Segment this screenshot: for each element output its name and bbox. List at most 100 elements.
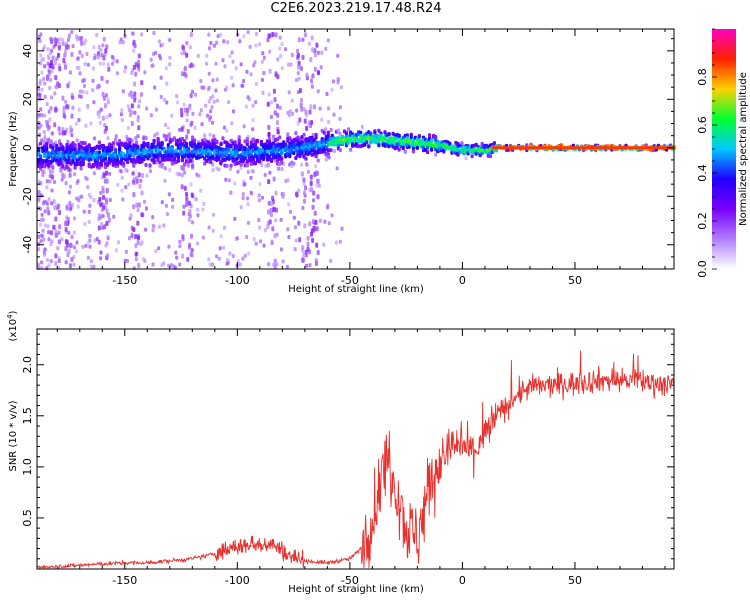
spectrogram-cell (338, 148, 342, 153)
spectrogram-cell (40, 87, 44, 92)
spectrogram-cell (336, 128, 340, 133)
spectrogram-cell (260, 77, 264, 82)
spectrogram-cell (106, 235, 110, 241)
spectrogram-cell (280, 42, 284, 47)
spectrogram-cell (332, 112, 336, 117)
spectrogram-cell (140, 190, 144, 196)
spectrogram-cell (488, 154, 492, 159)
spectrogram-cell (309, 181, 313, 187)
spectrogram-cell (133, 91, 137, 97)
spectrogram-cell (122, 161, 126, 166)
x-tick-label: -100 (225, 274, 250, 287)
spectrogram-cell (430, 139, 434, 143)
spectrogram-cell (105, 115, 109, 119)
spectrogram-cell (71, 95, 75, 100)
spectrogram-cell (235, 156, 239, 161)
spectrogram-cell (86, 240, 90, 245)
spectrogram-cell (273, 258, 277, 264)
spectrogram-cell (71, 105, 75, 110)
spectrogram-cell (241, 192, 245, 197)
spectrogram-cell (297, 220, 301, 226)
spectrogram-cell (205, 53, 209, 58)
snr-frame (36, 328, 675, 570)
spectrogram-cell (50, 95, 53, 100)
spectrogram-cell (152, 140, 156, 144)
spectrogram-cell (114, 134, 118, 139)
spectrogram-cell (137, 104, 141, 109)
colorbar-label: Normalized spectral amplitude (738, 72, 749, 226)
spectrogram-cell (105, 79, 109, 84)
spectrogram-cell (294, 131, 298, 136)
spectrogram-cell (137, 235, 141, 241)
spectrogram-cell (105, 221, 109, 226)
spectrogram-cell (89, 121, 93, 126)
spectrogram-cell (409, 135, 413, 139)
spectrogram-cell (227, 178, 231, 183)
spectrogram-cell (48, 117, 52, 122)
spectrogram-cell (77, 94, 81, 99)
spectrogram-cell (434, 134, 438, 139)
spectrogram-cell (217, 167, 221, 172)
spectrogram-cell (196, 207, 200, 212)
spectrogram-cell (278, 135, 282, 140)
spectrogram-cell (111, 61, 114, 66)
spectrogram-cell (89, 259, 93, 264)
spectrogram-cell (131, 179, 135, 185)
snr-y-scale-label: (x104) (6, 310, 19, 341)
spectrogram-cell (209, 160, 213, 164)
spectrogram-cell (286, 227, 290, 232)
spectrogram-cell (134, 243, 138, 249)
spectrogram-cell (55, 56, 59, 61)
spectrogram-cell (73, 165, 77, 170)
spectrogram-cell (207, 225, 211, 230)
spectrogram-cell (88, 244, 92, 249)
spectrogram-cell (86, 105, 90, 110)
spectrogram-cell (242, 34, 246, 39)
spectrogram-cell (280, 160, 284, 165)
spectrogram-cell (37, 85, 41, 90)
spectrogram-cell (257, 218, 261, 223)
spectrogram-cell (189, 251, 193, 257)
spectrogram-cell (40, 138, 44, 143)
spectrogram-cell (336, 80, 340, 85)
spectrogram-cell (155, 160, 159, 165)
spectrogram-cell (48, 63, 52, 69)
spectrogram-cell (274, 32, 278, 38)
spectrogram-cell (154, 249, 158, 254)
spectrogram-y-tick-labels: -40 -20 0 20 40 (21, 44, 34, 254)
y-tick-label: -40 (21, 236, 34, 254)
spectrogram-cell (103, 224, 107, 230)
spectrogram-cell (137, 263, 141, 268)
spectrogram-cell (81, 79, 85, 83)
spectrogram-cell (257, 158, 261, 163)
spectrogram-cell (229, 166, 232, 171)
spectrogram-cell (267, 179, 271, 185)
spectrogram-cell (163, 97, 166, 102)
spectrogram-cell (273, 110, 277, 116)
spectrogram-cell (215, 254, 219, 259)
spectrogram-cell (278, 105, 282, 110)
spectrogram-cell (116, 182, 120, 187)
spectrogram-cell (62, 112, 66, 118)
spectrogram-cell (305, 125, 309, 131)
spectrogram-cell (67, 33, 71, 39)
spectrogram-cell (246, 30, 250, 35)
spectrogram-cell (292, 161, 296, 166)
spectrogram-cell (235, 150, 239, 155)
spectrogram-cell (332, 79, 335, 84)
spectrogram-cell (48, 179, 52, 184)
spectrogram-cell (131, 171, 135, 176)
spectrogram-cell (238, 39, 242, 44)
spectrogram-cell (97, 239, 101, 245)
spectrogram-cell (127, 107, 131, 112)
spectrogram-cell (268, 68, 272, 74)
spectrogram-cell (100, 75, 104, 81)
spectrogram-cell (346, 127, 351, 132)
spectrogram-cell (208, 46, 212, 51)
spectrogram-cell (54, 216, 58, 222)
spectrogram-cell (383, 130, 387, 135)
spectrogram-cell (315, 261, 318, 266)
spectrogram-cell (417, 134, 421, 139)
spectrogram-cell (259, 239, 263, 244)
spectrogram-cell (190, 192, 194, 198)
